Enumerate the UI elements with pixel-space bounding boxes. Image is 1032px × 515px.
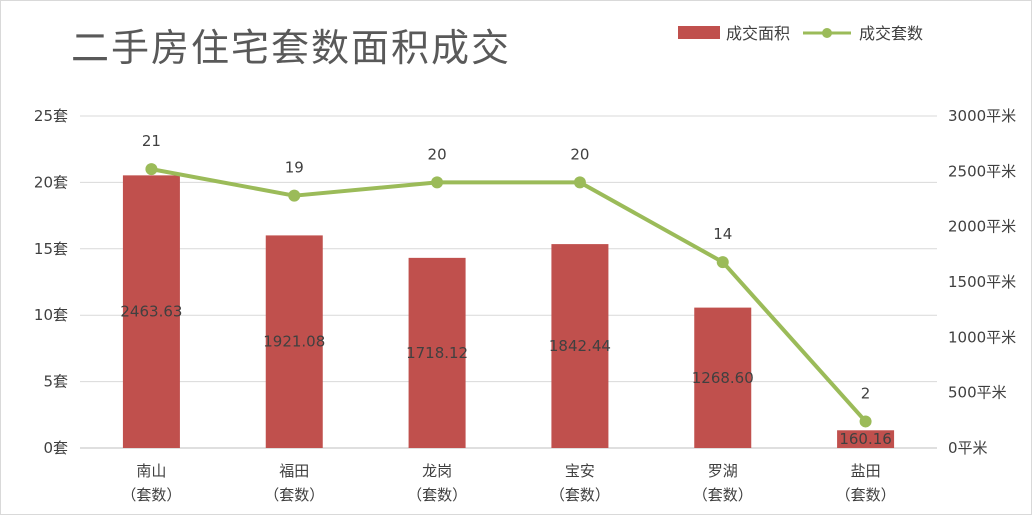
count-point (431, 176, 444, 189)
right-tick-label: 3000平米 (948, 107, 1016, 125)
area-bar-label: 160.16 (839, 430, 892, 448)
count-point-labels: 21 19 20 20 14 2 (142, 132, 870, 402)
count-point-label: 2 (861, 384, 871, 402)
category-sublabel: （套数） (693, 486, 753, 504)
area-bars (122, 175, 895, 448)
right-tick-label: 1000平米 (948, 328, 1016, 346)
count-point (859, 415, 872, 428)
count-point (573, 176, 586, 189)
count-point (716, 256, 729, 269)
left-axis: 0套 5套 10套 15套 20套 25套 (34, 107, 68, 457)
count-line (151, 167, 868, 423)
area-bar-label: 1921.08 (263, 333, 325, 351)
category-label: 罗湖 (708, 462, 738, 480)
right-axis: 0平米 500平米 1000平米 1500平米 2000平米 2500平米 3000平米 (948, 107, 1016, 457)
right-tick-label: 500平米 (948, 384, 1007, 402)
category-axis: 南山 （套数） 福田 （套数） 龙岗 （套数） 宝安 （套数） 罗湖 （套数） 盐田 （套数） (121, 462, 895, 504)
area-bar (837, 430, 895, 448)
area-bar (122, 175, 180, 448)
area-bar (694, 307, 752, 448)
count-point (288, 189, 301, 202)
left-tick-label: 10套 (34, 306, 68, 324)
left-tick-label: 20套 (34, 173, 68, 191)
count-line-series (145, 163, 872, 428)
left-tick-label: 15套 (34, 240, 68, 258)
left-tick-label: 5套 (43, 373, 68, 391)
category-label: 福田 (279, 462, 309, 480)
right-tick-label: 0平米 (948, 439, 988, 457)
legend-marker-count (822, 28, 832, 38)
right-tick-label: 2500平米 (948, 162, 1016, 180)
area-bar-label: 1718.12 (406, 344, 468, 362)
count-point-label: 21 (142, 132, 161, 150)
legend: 成交面积 成交套数 (678, 24, 923, 43)
legend-swatch-area (678, 26, 720, 39)
area-bar-labels: 2463.63 1921.08 1718.12 1842.44 1268.60 160.1… (120, 303, 891, 448)
count-point-label: 19 (285, 159, 304, 177)
category-sublabel: （套数） (550, 486, 610, 504)
category-label: 盐田 (851, 462, 881, 480)
category-label: 龙岗 (422, 462, 452, 480)
area-bar (408, 257, 466, 448)
area-bar-label: 2463.63 (120, 303, 182, 321)
count-point-label: 20 (570, 145, 589, 163)
category-sublabel: （套数） (264, 486, 324, 504)
gridlines (80, 115, 937, 449)
area-bar (551, 244, 609, 448)
right-tick-label: 2000平米 (948, 218, 1016, 236)
right-tick-label: 1500平米 (948, 273, 1016, 291)
count-point (145, 163, 158, 176)
left-tick-label: 25套 (34, 107, 68, 125)
legend-label-count: 成交套数 (859, 24, 923, 43)
category-label: 南山 (136, 462, 166, 480)
count-point-label: 14 (713, 225, 732, 243)
legend-label-area: 成交面积 (726, 24, 790, 43)
category-label: 宝安 (565, 462, 595, 480)
count-point-label: 20 (428, 145, 447, 163)
left-tick-label: 0套 (43, 439, 68, 457)
category-sublabel: （套数） (407, 486, 467, 504)
category-sublabel: （套数） (121, 486, 181, 504)
area-bar-label: 1268.60 (692, 369, 754, 387)
area-bar (265, 235, 323, 448)
chart-title: 二手房住宅套数面积成交 (71, 26, 511, 70)
area-bar-label: 1842.44 (549, 337, 611, 355)
category-sublabel: （套数） (836, 486, 896, 504)
